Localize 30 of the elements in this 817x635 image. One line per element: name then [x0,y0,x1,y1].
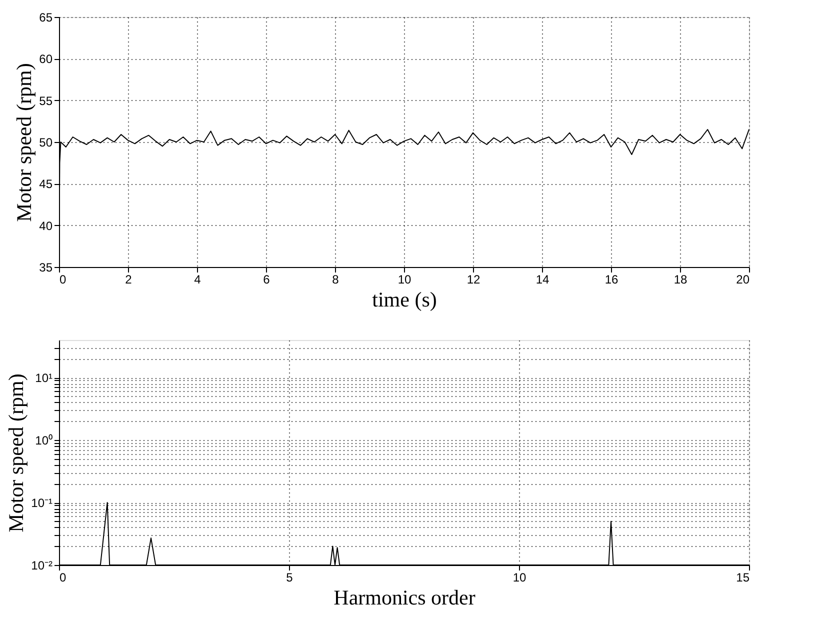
y-axis-title: Motor speed (rpm) [4,374,28,532]
x-tick-label: 12 [466,272,480,286]
y-tick-label: 55 [39,94,53,108]
y-tick-label: 40 [39,218,53,233]
x-tick-label: 8 [332,272,340,286]
y-tick-label: 45 [39,177,53,192]
x-tick-label: 6 [263,272,270,286]
y-tick-label: 65 [39,10,53,24]
x-tick-label: 10 [512,570,526,584]
x-tick-label: 5 [286,570,294,584]
y-tick-label: 10¹ [35,371,53,386]
x-tick-label: 2 [125,272,132,286]
x-axis-title: Harmonics order [334,586,476,610]
y-tick-label: 10⁻¹ [31,496,53,510]
x-tick-label: 16 [604,272,618,286]
x-tick-label: 20 [736,272,750,286]
x-axis-title: time (s) [372,288,437,312]
y-tick-label: 50 [39,136,53,150]
y-tick-label: 10⁰ [35,434,52,448]
x-tick-label: 14 [536,272,550,286]
x-tick-label: 4 [194,272,202,286]
x-tick-label: 10 [398,272,412,286]
y-tick-label: 60 [39,52,53,66]
x-tick-label: 18 [674,272,688,286]
y-tick-label: 35 [39,260,53,274]
y-axis-title: Motor speed (rpm) [12,63,36,222]
y-tick-label: 10⁻² [31,558,53,572]
x-tick-label: 0 [60,272,66,286]
x-tick-label: 15 [736,570,750,584]
x-tick-label: 0 [60,570,66,584]
